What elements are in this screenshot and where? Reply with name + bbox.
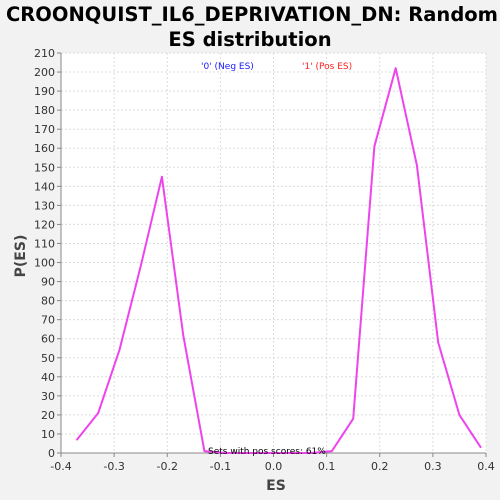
y-axis-ticks: 0 10 20 30 40 50 60 70 80 90 100 110 120 130 140 150 160… [34,47,61,460]
y-tick-label: 170 [34,123,55,136]
y-tick-label: 180 [34,104,55,117]
y-tick-label: 90 [41,276,55,289]
pos-score-annotation: Sets with pos scores: 61% [208,447,326,457]
y-tick-label: 0 [48,447,55,460]
series-line [76,67,482,454]
series-group [76,67,482,454]
y-tick-label: 160 [34,142,55,155]
y-tick-label: 100 [34,257,55,270]
data-point [437,341,440,344]
x-tick-label: 0.2 [371,460,389,473]
y-tick-label: 50 [41,352,55,365]
y-tick-label: 40 [41,371,55,384]
data-point [182,334,185,336]
legend-neg-es: '0' (Neg ES) [201,62,254,72]
y-tick-label: 120 [34,218,55,231]
y-tick-label: 110 [34,237,55,250]
chart-title-line-1: CROONQUIST_IL6_DEPRIVATION_DN: Random [6,3,498,26]
x-tick-label: 0.0 [265,460,283,473]
data-point [309,452,312,454]
x-tick-label: 0.3 [424,460,442,473]
y-tick-label: 10 [41,428,55,441]
y-tick-label: 190 [34,85,55,98]
x-tick-label: -0.1 [210,460,231,473]
data-point [97,412,100,414]
x-axis-label: ES [266,478,286,494]
y-tick-label: 210 [34,47,55,60]
x-tick-label: -0.4 [50,460,71,473]
data-point [331,450,333,452]
data-point [203,450,206,452]
y-tick-label: 30 [41,390,55,403]
legend-pos-es: '1' (Pos ES) [302,62,352,72]
x-tick-label: 0.1 [318,460,336,473]
y-tick-label: 130 [34,199,55,212]
data-point [352,417,355,420]
data-point [288,452,291,454]
data-point [224,452,227,454]
x-tick-label: -0.3 [103,460,124,473]
data-point [267,452,270,454]
data-point [246,452,248,454]
data-point [394,67,397,70]
x-tick-label: -0.2 [157,460,178,473]
chart-title-line-2: ES distribution [168,28,331,51]
data-point [139,265,142,268]
y-tick-label: 20 [41,409,55,422]
y-tick-label: 80 [41,295,55,308]
data-point [161,175,163,178]
data-point [458,414,461,416]
y-tick-label: 70 [41,314,55,327]
y-tick-label: 150 [34,161,55,174]
y-tick-label: 60 [41,333,55,346]
x-tick-label: 0.4 [477,460,495,473]
data-point [373,145,376,148]
data-point [76,438,78,441]
y-tick-label: 140 [34,180,55,193]
grid-lines [60,52,487,454]
data-point [118,349,121,352]
y-axis-label: P(ES) [13,235,29,278]
y-tick-label: 200 [34,66,55,79]
x-axis-ticks: -0.4 -0.3 -0.2 -0.1 0.0 0.1 0.2 0.3 0.4 [50,453,495,473]
data-point [479,446,482,449]
data-point [416,164,418,167]
